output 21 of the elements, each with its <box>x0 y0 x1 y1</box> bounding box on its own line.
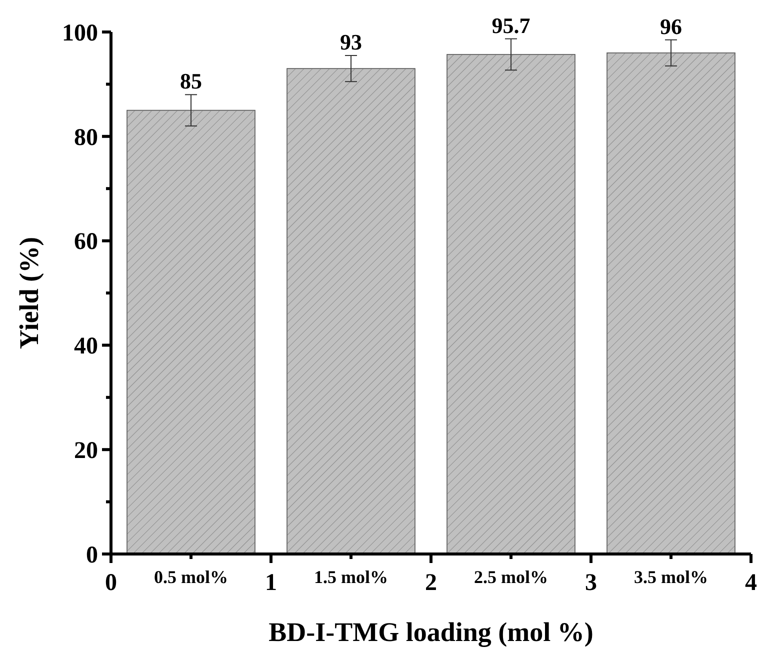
y-tick-label: 100 <box>62 20 98 46</box>
annotation: 3.5 mol% <box>634 567 708 587</box>
y-tick-label: 0 <box>86 542 98 568</box>
x-tick-label: 4 <box>745 570 757 596</box>
annotation: 2.5 mol% <box>474 567 548 587</box>
annotation: 1.5 mol% <box>314 567 388 587</box>
y-tick-label: 40 <box>74 334 98 360</box>
data-label: 85 <box>180 68 202 94</box>
data-label: 95.7 <box>492 12 530 38</box>
x-tick-label: 3 <box>585 570 597 596</box>
y-tick-label: 60 <box>74 229 98 256</box>
annotation: 0.5 mol% <box>154 567 228 587</box>
data-label: 93 <box>340 29 362 54</box>
x-tick-label: 1 <box>265 570 277 596</box>
y-tick-label: 80 <box>74 124 98 151</box>
data-label: 96 <box>660 14 682 39</box>
x-axis-title: BD-I-TMG loading (mol %) <box>268 617 594 647</box>
y-tick-label: 20 <box>74 438 98 464</box>
x-tick-label: 0 <box>105 570 117 596</box>
x-tick-label: 2 <box>425 570 437 596</box>
y-axis-title: Yield (%) <box>14 236 44 350</box>
